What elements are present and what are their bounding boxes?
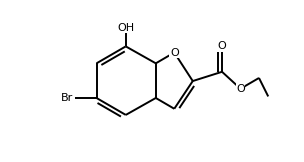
Text: O: O [170, 48, 179, 58]
Text: O: O [236, 84, 245, 94]
Text: Br: Br [61, 93, 73, 103]
Text: O: O [218, 41, 226, 51]
Text: OH: OH [117, 23, 134, 33]
